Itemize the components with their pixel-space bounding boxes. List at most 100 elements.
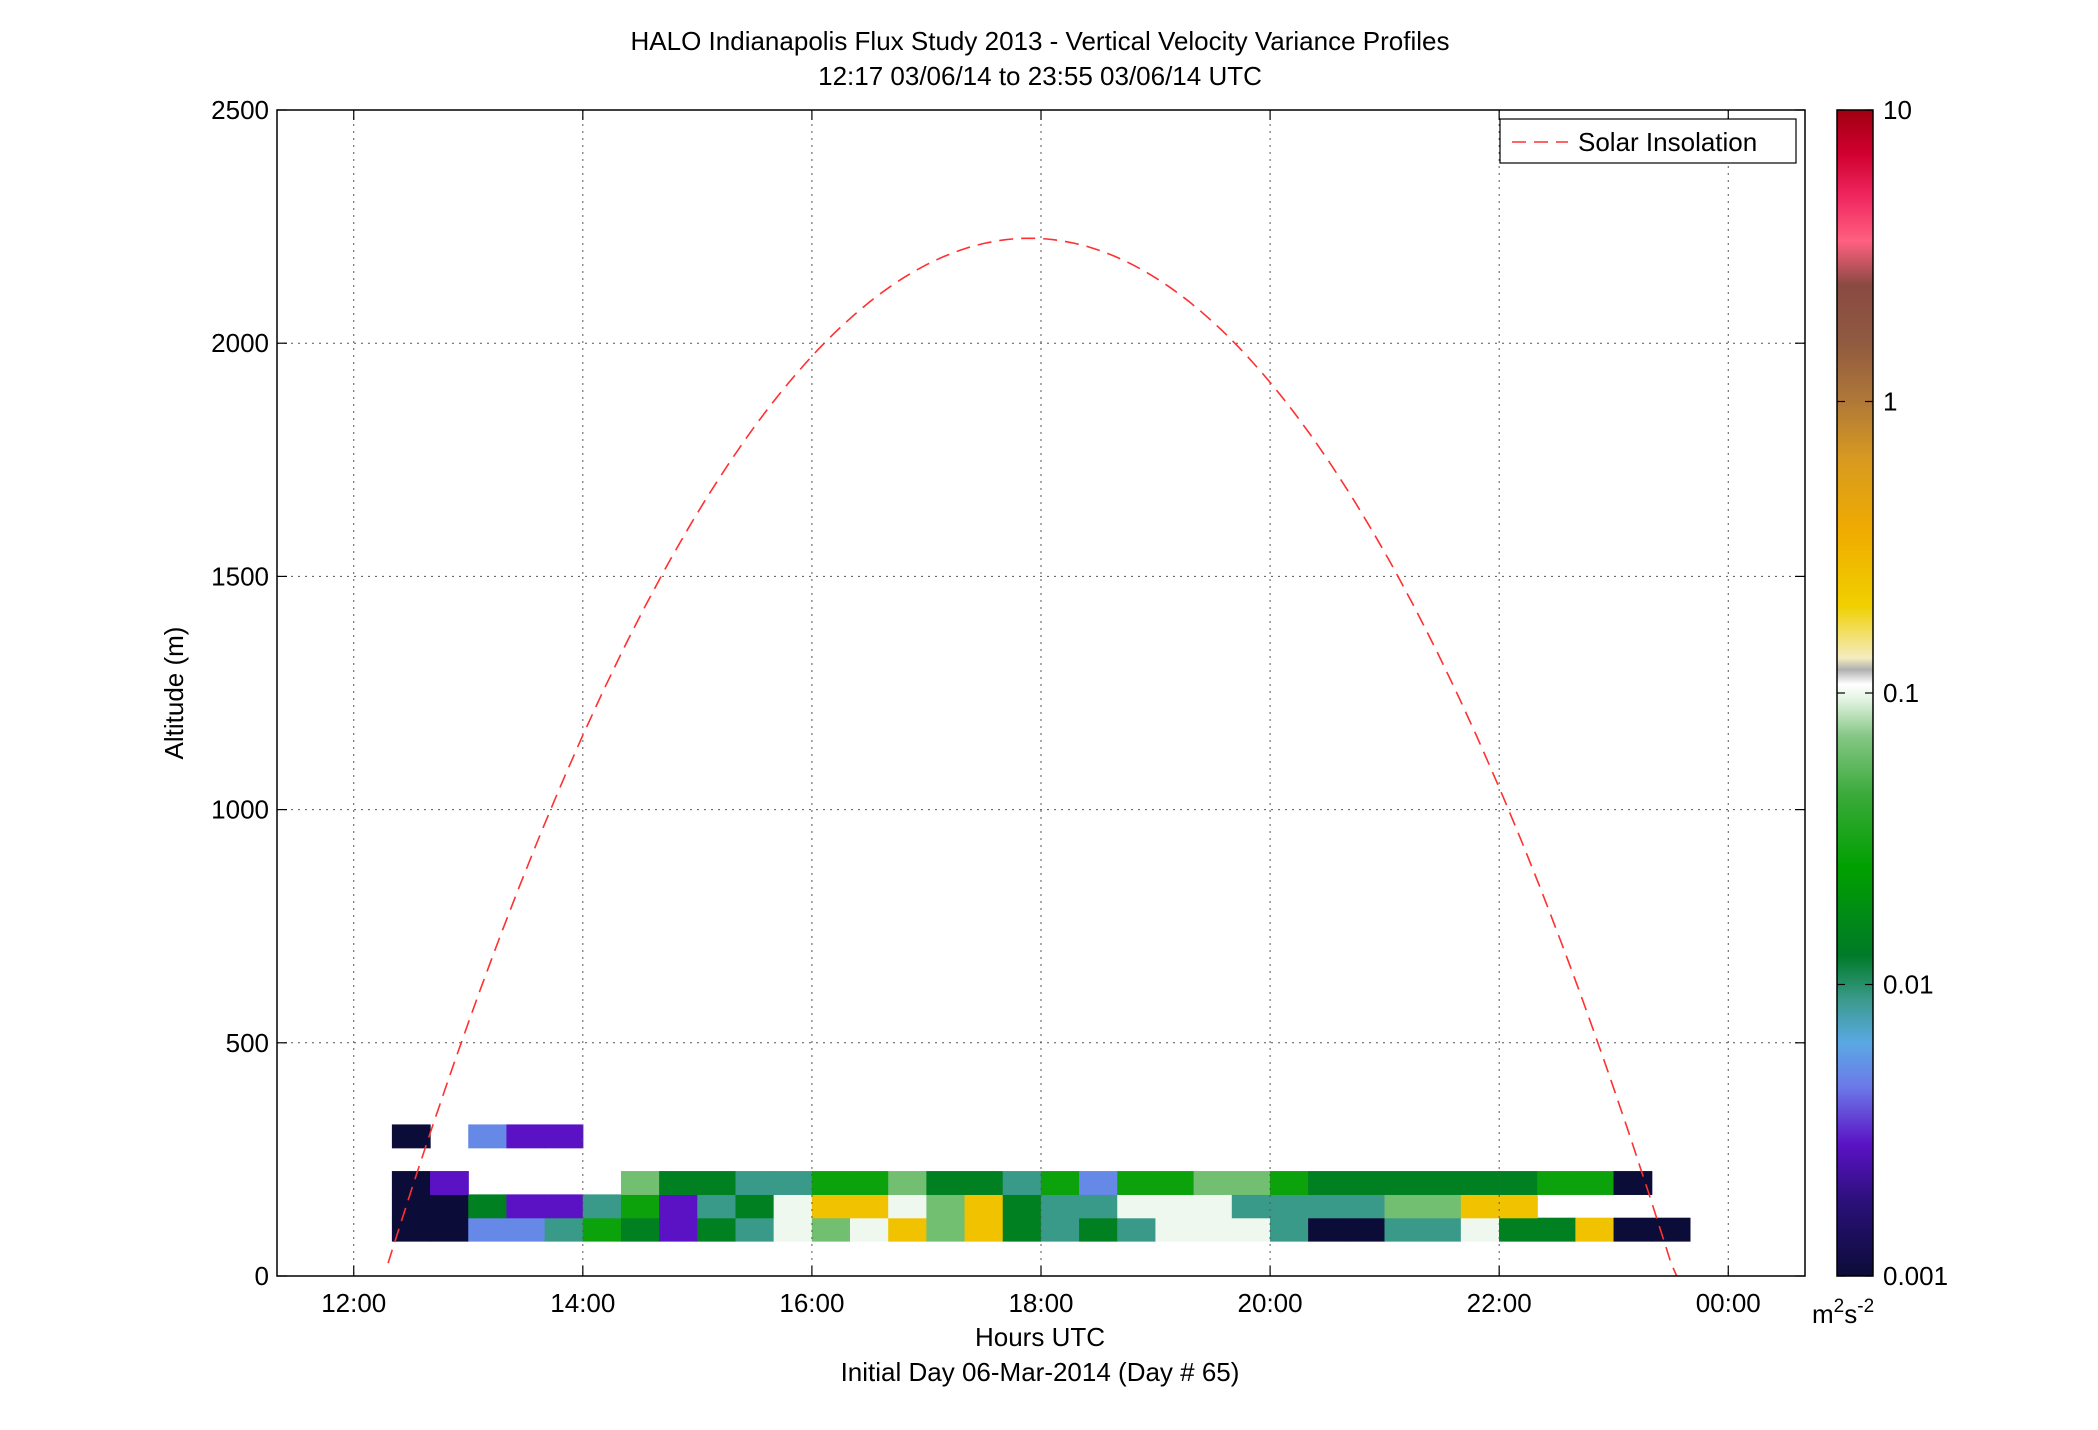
heatmap-cell bbox=[850, 1171, 889, 1195]
heatmap-cell bbox=[1346, 1171, 1386, 1195]
heatmap-cell bbox=[735, 1194, 775, 1219]
heatmap-cell bbox=[735, 1217, 775, 1242]
heatmap-cell bbox=[926, 1194, 966, 1219]
heatmap-cell bbox=[1460, 1194, 1500, 1219]
legend-label: Solar Insolation bbox=[1578, 127, 1757, 157]
y-tick-label: 500 bbox=[226, 1028, 269, 1058]
heatmap-cell bbox=[1079, 1194, 1118, 1219]
legend: Solar Insolation bbox=[1499, 118, 1797, 164]
y-axis: 0 500 1000 1500 2000 2500 bbox=[211, 95, 1805, 1291]
heatmap-cell bbox=[1117, 1217, 1157, 1242]
heatmap-cells bbox=[391, 1124, 1691, 1242]
colorbar-units-sup1: 2 bbox=[1834, 1296, 1845, 1317]
heatmap-cell bbox=[468, 1217, 508, 1242]
heatmap-cell bbox=[1193, 1217, 1233, 1242]
heatmap-cell bbox=[1308, 1217, 1347, 1242]
heatmap-cell bbox=[1231, 1194, 1271, 1219]
heatmap-cell bbox=[850, 1217, 889, 1242]
heatmap-cell bbox=[926, 1217, 966, 1242]
heatmap-cell bbox=[1422, 1217, 1462, 1242]
heatmap-cell bbox=[391, 1124, 431, 1149]
colorbar: 10 1 0.1 0.01 0.001 m2s-2 bbox=[1812, 95, 1948, 1329]
heatmap-cell bbox=[1613, 1217, 1653, 1242]
colorbar-tick-label: 0.1 bbox=[1883, 678, 1919, 708]
heatmap-cell bbox=[1575, 1217, 1615, 1242]
heatmap-cell bbox=[620, 1217, 660, 1242]
heatmap-cell bbox=[1002, 1171, 1042, 1195]
y-axis-label: Altitude (m) bbox=[159, 627, 189, 760]
heatmap-cell bbox=[1422, 1171, 1462, 1195]
heatmap-cell bbox=[620, 1194, 660, 1219]
heatmap-cell bbox=[1346, 1194, 1386, 1219]
heatmap-cell bbox=[506, 1124, 546, 1149]
x-tick-label: 16:00 bbox=[779, 1288, 844, 1318]
x-axis: 12:00 14:00 16:00 18:00 20:00 22:00 00:00 bbox=[321, 110, 1761, 1318]
heatmap-cell bbox=[811, 1194, 851, 1219]
x-axis-label: Hours UTC bbox=[975, 1322, 1105, 1352]
colorbar-units: m2s-2 bbox=[1812, 1296, 1874, 1329]
x-axis-sublabel: Initial Day 06-Mar-2014 (Day # 65) bbox=[841, 1357, 1240, 1387]
heatmap-cell bbox=[1499, 1194, 1538, 1219]
heatmap-cell bbox=[1460, 1171, 1500, 1195]
heatmap-cell bbox=[582, 1217, 622, 1242]
heatmap-cell bbox=[1384, 1217, 1424, 1242]
heatmap-cell bbox=[659, 1194, 698, 1219]
heatmap-cell bbox=[544, 1194, 584, 1219]
heatmap-cell bbox=[659, 1217, 698, 1242]
heatmap-cell bbox=[391, 1217, 431, 1242]
heatmap-cell bbox=[1079, 1217, 1118, 1242]
heatmap-cell bbox=[1499, 1217, 1538, 1242]
solar-insolation-curve bbox=[387, 237, 1678, 1276]
heatmap-cell bbox=[1499, 1171, 1538, 1195]
heatmap-cell bbox=[1269, 1171, 1309, 1195]
heatmap-cell bbox=[391, 1194, 431, 1219]
heatmap-cell bbox=[1384, 1194, 1424, 1219]
colorbar-units-base: m bbox=[1812, 1299, 1834, 1329]
solar-insolation-layer bbox=[387, 237, 1678, 1276]
heatmap-cell bbox=[1117, 1171, 1157, 1195]
heatmap-cell bbox=[1422, 1194, 1462, 1219]
heatmap-cell bbox=[1269, 1217, 1309, 1242]
heatmap-cell bbox=[1384, 1171, 1424, 1195]
y-tick-label: 0 bbox=[255, 1261, 269, 1291]
heatmap-cell bbox=[1460, 1217, 1500, 1242]
heatmap-cell bbox=[697, 1194, 737, 1219]
colorbar-units-sup2: -2 bbox=[1857, 1296, 1874, 1317]
heatmap-cell bbox=[888, 1194, 927, 1219]
heatmap-cell bbox=[1155, 1171, 1195, 1195]
colorbar-units-mid: s bbox=[1844, 1299, 1857, 1329]
heatmap-cell bbox=[1079, 1171, 1118, 1195]
heatmap-cell bbox=[468, 1194, 508, 1219]
heatmap-cell bbox=[1040, 1217, 1080, 1242]
x-tick-label: 00:00 bbox=[1696, 1288, 1761, 1318]
heatmap-cell bbox=[1002, 1217, 1042, 1242]
heatmap-cell bbox=[1308, 1194, 1347, 1219]
heatmap-cell bbox=[888, 1171, 927, 1195]
chart-title: HALO Indianapolis Flux Study 2013 - Vert… bbox=[631, 26, 1450, 56]
heatmap-cell bbox=[964, 1171, 1004, 1195]
heatmap-cell bbox=[1231, 1171, 1271, 1195]
heatmap-cell bbox=[1346, 1217, 1386, 1242]
heatmap-cell bbox=[620, 1171, 660, 1195]
heatmap-cell bbox=[1155, 1194, 1195, 1219]
heatmap-cell bbox=[506, 1217, 546, 1242]
heatmap-cell bbox=[544, 1124, 584, 1149]
heatmap-cell bbox=[735, 1171, 775, 1195]
colorbar-tick-label: 1 bbox=[1883, 387, 1897, 417]
x-tick-label: 14:00 bbox=[550, 1288, 615, 1318]
heatmap-cell bbox=[1537, 1171, 1576, 1195]
x-tick-label: 22:00 bbox=[1467, 1288, 1532, 1318]
heatmap-cell bbox=[1117, 1194, 1157, 1219]
y-tick-label: 2500 bbox=[211, 95, 269, 125]
x-tick-label: 12:00 bbox=[321, 1288, 386, 1318]
heatmap-cell bbox=[1155, 1217, 1195, 1242]
heatmap-cell bbox=[1002, 1194, 1042, 1219]
heatmap-cell bbox=[697, 1217, 737, 1242]
heatmap-cell bbox=[850, 1194, 889, 1219]
heatmap-cell bbox=[926, 1171, 966, 1195]
heatmap-cell bbox=[964, 1194, 1004, 1219]
heatmap-cell bbox=[1308, 1171, 1347, 1195]
heatmap-cell bbox=[659, 1171, 698, 1195]
